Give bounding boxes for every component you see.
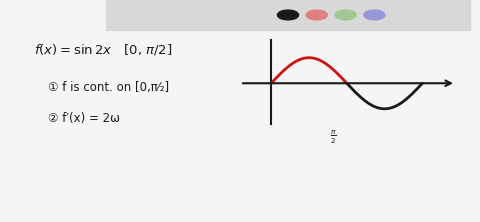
Circle shape xyxy=(306,10,327,20)
Text: ② f′(x) = 2ω: ② f′(x) = 2ω xyxy=(48,112,120,125)
Circle shape xyxy=(277,10,299,20)
Circle shape xyxy=(335,10,356,20)
Bar xyxy=(106,0,470,30)
Text: $f(x)=\mathrm{sin}\,2x\quad[0,\,\pi/2]$: $f(x)=\mathrm{sin}\,2x\quad[0,\,\pi/2]$ xyxy=(34,42,172,57)
Text: $\frac{\pi}{2}$: $\frac{\pi}{2}$ xyxy=(330,129,337,146)
Text: ① f is cont. on [0,π⁄₂]: ① f is cont. on [0,π⁄₂] xyxy=(48,81,169,94)
Circle shape xyxy=(364,10,385,20)
